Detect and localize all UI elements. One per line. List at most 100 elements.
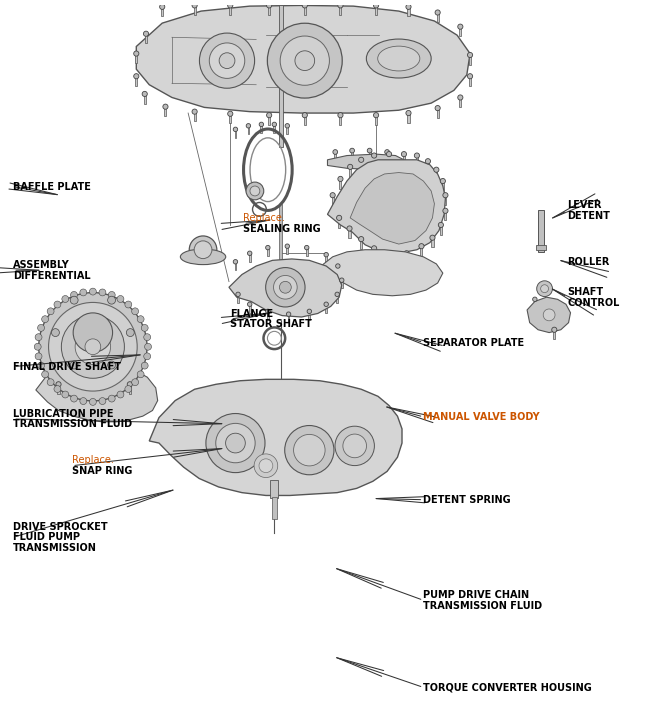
Bar xyxy=(373,155,375,165)
Circle shape xyxy=(359,237,364,242)
Circle shape xyxy=(385,150,390,155)
Bar xyxy=(437,12,439,22)
Circle shape xyxy=(551,327,557,332)
Bar xyxy=(272,497,277,519)
Bar xyxy=(304,6,306,15)
Circle shape xyxy=(47,379,54,385)
Bar xyxy=(349,229,351,238)
Bar xyxy=(340,179,342,188)
Bar xyxy=(267,311,268,320)
Bar xyxy=(407,113,409,123)
Text: FLUID PUMP: FLUID PUMP xyxy=(13,532,80,542)
Circle shape xyxy=(259,459,273,472)
Circle shape xyxy=(39,293,147,401)
Circle shape xyxy=(537,281,553,296)
Circle shape xyxy=(335,426,374,466)
Circle shape xyxy=(272,122,276,127)
Text: FLANGE: FLANGE xyxy=(230,308,273,319)
Circle shape xyxy=(108,361,116,369)
Circle shape xyxy=(544,309,555,321)
Circle shape xyxy=(80,289,87,296)
Bar xyxy=(469,55,471,65)
Circle shape xyxy=(246,124,251,128)
Circle shape xyxy=(266,245,270,249)
Circle shape xyxy=(280,36,330,86)
Circle shape xyxy=(438,222,443,227)
Bar xyxy=(280,203,282,275)
Bar xyxy=(469,76,471,86)
Circle shape xyxy=(49,303,138,391)
Bar xyxy=(360,239,362,249)
Bar xyxy=(261,124,263,133)
Circle shape xyxy=(70,291,78,298)
Bar xyxy=(375,6,377,15)
Circle shape xyxy=(73,313,113,352)
Bar xyxy=(309,311,310,320)
Circle shape xyxy=(343,434,367,458)
Circle shape xyxy=(259,122,264,127)
Bar xyxy=(325,255,327,263)
Circle shape xyxy=(338,176,343,181)
Circle shape xyxy=(228,111,233,116)
Circle shape xyxy=(302,113,307,118)
Circle shape xyxy=(145,343,151,350)
Bar xyxy=(193,6,195,15)
Bar xyxy=(270,480,278,498)
Text: BAFFLE PLATE: BAFFLE PLATE xyxy=(13,182,91,192)
Bar xyxy=(437,108,439,118)
Bar xyxy=(553,330,555,339)
Circle shape xyxy=(367,148,372,153)
Circle shape xyxy=(142,91,147,96)
Circle shape xyxy=(286,312,291,316)
Circle shape xyxy=(190,236,217,264)
Circle shape xyxy=(458,95,463,100)
Circle shape xyxy=(137,371,144,377)
Text: STATOR SHAFT: STATOR SHAFT xyxy=(230,319,312,329)
Bar xyxy=(407,7,409,17)
Circle shape xyxy=(233,127,238,132)
Circle shape xyxy=(285,124,290,128)
Circle shape xyxy=(425,159,430,164)
Bar xyxy=(247,126,249,134)
Circle shape xyxy=(406,111,411,116)
Circle shape xyxy=(285,426,334,475)
Bar xyxy=(145,34,147,43)
Circle shape xyxy=(228,3,233,8)
Text: TRANSMISSION FLUID: TRANSMISSION FLUID xyxy=(13,419,132,429)
Circle shape xyxy=(125,385,132,393)
Circle shape xyxy=(295,51,315,70)
Bar xyxy=(403,154,405,164)
Bar xyxy=(334,152,336,161)
Circle shape xyxy=(247,302,252,306)
Text: SHAFT: SHAFT xyxy=(567,287,603,297)
Bar xyxy=(432,238,434,247)
Text: DIFFERENTIAL: DIFFERENTIAL xyxy=(13,270,91,280)
Circle shape xyxy=(38,324,45,331)
Circle shape xyxy=(541,285,549,293)
Ellipse shape xyxy=(367,39,431,78)
Bar xyxy=(304,115,306,125)
Text: TRANSMISSION FLUID: TRANSMISSION FLUID xyxy=(423,600,542,610)
Circle shape xyxy=(236,292,240,296)
Bar xyxy=(436,170,438,179)
Circle shape xyxy=(137,316,144,323)
Bar xyxy=(351,150,353,160)
Circle shape xyxy=(435,10,440,15)
Bar xyxy=(373,248,375,258)
Circle shape xyxy=(132,308,139,315)
Circle shape xyxy=(386,152,392,157)
Circle shape xyxy=(192,3,197,8)
Text: FINAL DRIVE SHAFT: FINAL DRIVE SHAFT xyxy=(13,362,121,372)
Bar xyxy=(338,218,340,227)
Circle shape xyxy=(415,153,420,158)
Circle shape xyxy=(266,309,270,313)
Bar xyxy=(341,280,343,288)
Bar xyxy=(193,111,195,122)
Circle shape xyxy=(336,215,342,221)
Bar xyxy=(442,181,444,191)
Circle shape xyxy=(406,4,411,9)
Text: SEPARATOR PLATE: SEPARATOR PLATE xyxy=(423,337,524,347)
Circle shape xyxy=(305,245,309,249)
Circle shape xyxy=(274,275,297,299)
Circle shape xyxy=(266,113,272,118)
